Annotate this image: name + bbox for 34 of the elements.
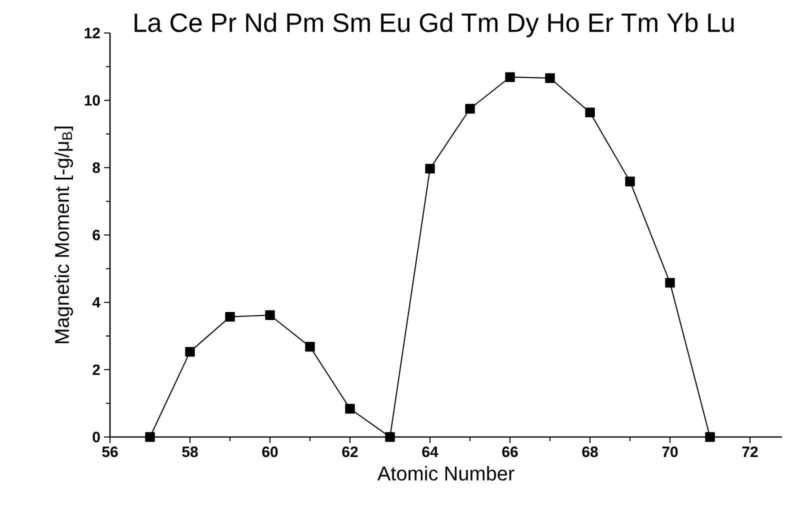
point [265,310,275,320]
x-axis-title: Atomic Number [377,466,514,481]
y-axis-title: Magnetic Moment [-g/μ$_{B}$] [54,126,74,344]
point [345,404,355,414]
x-tick-label: 56 [102,446,118,458]
x-tick-label: 70 [662,446,678,458]
x-tick-label: 62 [342,446,358,458]
x-tick-label: 66 [502,446,518,458]
point [545,73,555,83]
point [585,108,595,118]
point [185,346,195,357]
x-tick-label: 64 [422,446,438,458]
point [425,164,435,174]
point [225,312,235,322]
point [625,176,635,186]
x-tick-label: 58 [182,446,198,458]
y-tick-label: 10 [84,95,100,106]
y-tick-label: 12 [84,28,100,38]
point [385,432,395,442]
y-tick-label: 2 [92,364,100,375]
y-tick-label: 6 [92,230,100,240]
y-tick-label: 4 [92,297,100,308]
chart-title: La Ce Pr Nd Pm Sm Eu Gd Tm Dy Ho Er Tm Yb Lu [134,12,734,38]
x-tick-label: 68 [582,446,598,458]
x-tick-label: 72 [742,446,758,457]
point [305,342,315,352]
point [145,432,155,442]
point [665,278,675,288]
point [505,72,515,82]
y-tick-label: 0 [92,432,100,442]
x-tick-label: 60 [262,446,278,458]
y-tick-label: 8 [92,162,100,173]
point [465,104,475,114]
point [705,432,715,442]
